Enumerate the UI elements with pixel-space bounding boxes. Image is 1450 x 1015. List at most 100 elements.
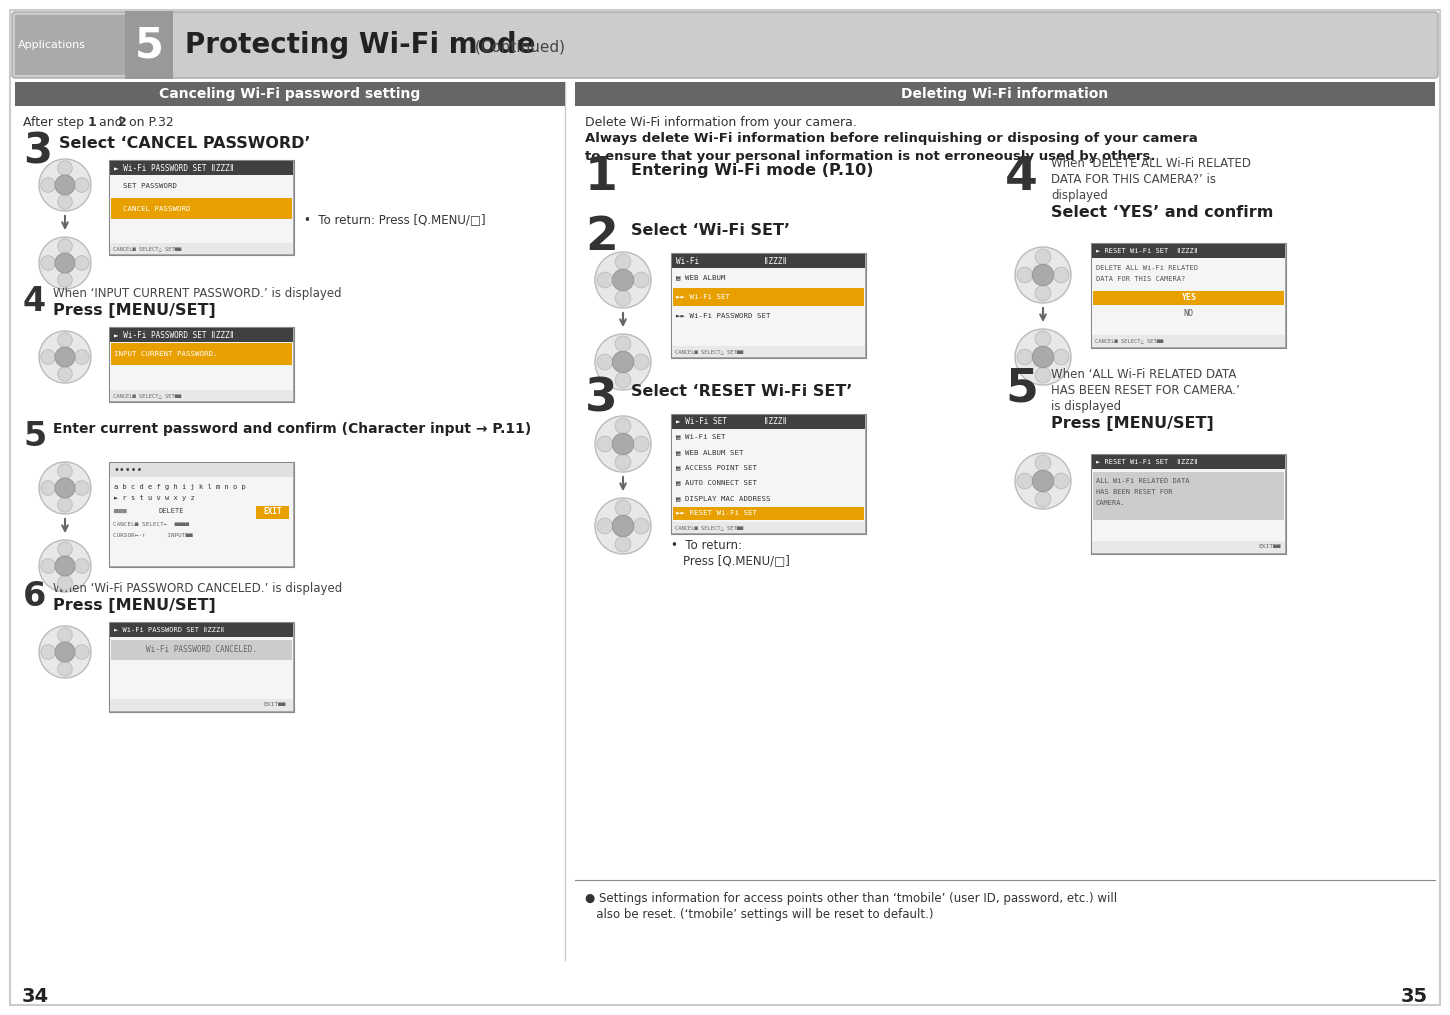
Bar (671, 346, 866, 357)
Circle shape (594, 416, 651, 472)
Bar (110, 390, 293, 401)
Text: and: and (96, 116, 126, 129)
Circle shape (1035, 249, 1051, 265)
Circle shape (1032, 470, 1054, 491)
Text: CANCEL■ SELECT△ SET■■: CANCEL■ SELECT△ SET■■ (676, 526, 744, 531)
Text: Enter current password and confirm (Character input → P.11): Enter current password and confirm (Char… (54, 422, 531, 436)
Text: Press [MENU/SET]: Press [MENU/SET] (1051, 416, 1214, 431)
Bar (110, 328, 293, 401)
Text: ▤ ACCESS POINT SET: ▤ ACCESS POINT SET (676, 464, 757, 470)
Text: ►► Wi-Fi SET: ►► Wi-Fi SET (676, 294, 729, 299)
Bar (110, 623, 293, 710)
Text: ►► RESET Wi-Fi SET: ►► RESET Wi-Fi SET (676, 511, 757, 517)
Circle shape (615, 290, 631, 307)
Text: DATA FOR THIS CAMERA?’ is: DATA FOR THIS CAMERA?’ is (1051, 173, 1217, 186)
Circle shape (634, 272, 650, 288)
Circle shape (1053, 267, 1069, 283)
Circle shape (55, 478, 75, 498)
Bar (1093, 472, 1285, 520)
Bar (673, 506, 864, 520)
Bar (110, 243, 293, 254)
Circle shape (615, 455, 631, 470)
Text: CANCEL■ SELECT←  ■■■■: CANCEL■ SELECT← ■■■■ (113, 522, 188, 527)
Circle shape (1016, 473, 1032, 489)
Circle shape (41, 645, 55, 660)
Circle shape (58, 366, 72, 382)
Circle shape (1015, 453, 1072, 509)
Circle shape (1032, 346, 1054, 367)
Circle shape (1035, 455, 1051, 471)
Text: 2: 2 (584, 215, 618, 260)
Circle shape (39, 462, 91, 514)
Bar (671, 415, 866, 429)
Circle shape (58, 497, 72, 513)
Bar (671, 414, 866, 534)
Text: CURSOR↔-↑      INPUT■■: CURSOR↔-↑ INPUT■■ (113, 533, 193, 538)
Bar (1090, 243, 1286, 348)
Circle shape (594, 498, 651, 554)
Text: ► RESET Wi-Fi SET  ǁZZZǁ: ► RESET Wi-Fi SET ǁZZZǁ (1096, 248, 1198, 254)
Circle shape (74, 481, 90, 495)
Text: 5: 5 (23, 420, 46, 453)
Text: ■■■: ■■■ (115, 508, 126, 514)
Text: CANCEL PASSWORD: CANCEL PASSWORD (115, 205, 190, 211)
Bar (671, 254, 866, 268)
Text: 1: 1 (88, 116, 97, 129)
Circle shape (1035, 331, 1051, 347)
Text: Select ‘YES’ and confirm: Select ‘YES’ and confirm (1051, 205, 1273, 220)
Circle shape (39, 540, 91, 592)
Text: ▤ AUTO CONNECT SET: ▤ AUTO CONNECT SET (676, 480, 757, 485)
Text: When ‘INPUT CURRENT PASSWORD.’ is displayed: When ‘INPUT CURRENT PASSWORD.’ is displa… (54, 287, 342, 300)
Text: EXIT: EXIT (264, 508, 283, 517)
Circle shape (634, 354, 650, 369)
Circle shape (58, 333, 72, 347)
Bar (1092, 541, 1285, 553)
Text: •••••: ••••• (115, 465, 144, 475)
Bar (112, 640, 291, 660)
Text: ▤ Wi-Fi SET: ▤ Wi-Fi SET (676, 433, 725, 439)
Bar (671, 254, 866, 357)
Circle shape (597, 354, 613, 369)
Text: on P.32: on P.32 (125, 116, 174, 129)
Circle shape (1016, 267, 1032, 283)
Text: INPUT CURRENT PASSWORD.: INPUT CURRENT PASSWORD. (115, 351, 218, 356)
Text: CANCEL■ SELECT△ SET■■: CANCEL■ SELECT△ SET■■ (676, 349, 744, 354)
Text: 1: 1 (584, 155, 618, 200)
Bar (671, 522, 866, 533)
Text: (Continued): (Continued) (470, 40, 566, 55)
Text: EXIT■■: EXIT■■ (264, 702, 286, 707)
Circle shape (615, 500, 631, 516)
Text: Press [MENU/SET]: Press [MENU/SET] (54, 598, 216, 613)
Circle shape (74, 256, 90, 270)
Text: ● Settings information for access points other than ‘tmobile’ (user ID, password: ● Settings information for access points… (584, 892, 1116, 905)
Circle shape (41, 481, 55, 495)
Text: to ensure that your personal information is not erroneously used by others.: to ensure that your personal information… (584, 150, 1156, 163)
Text: 4: 4 (23, 285, 46, 318)
Circle shape (58, 195, 72, 209)
Circle shape (612, 433, 634, 455)
Text: •  To return:: • To return: (671, 539, 742, 552)
Circle shape (615, 373, 631, 388)
Text: When ‘DELETE ALL Wi-Fi RELATED: When ‘DELETE ALL Wi-Fi RELATED (1051, 157, 1251, 170)
Bar (110, 623, 293, 637)
Bar (1092, 244, 1285, 258)
Circle shape (41, 256, 55, 270)
Circle shape (74, 350, 90, 364)
Text: NO: NO (1183, 309, 1193, 318)
Text: EXIT■■: EXIT■■ (1259, 544, 1280, 549)
Text: ► r s t u v w x y z: ► r s t u v w x y z (115, 495, 194, 501)
Bar (109, 462, 294, 567)
Circle shape (594, 334, 651, 390)
Text: Press [Q.MENU/□]: Press [Q.MENU/□] (683, 554, 790, 567)
Bar (109, 327, 294, 402)
Text: Always delete Wi-Fi information before relinquishing or disposing of your camera: Always delete Wi-Fi information before r… (584, 132, 1198, 145)
Bar (1092, 335, 1285, 347)
Text: displayed: displayed (1051, 189, 1108, 202)
Bar (110, 328, 293, 342)
Bar (110, 161, 293, 175)
Circle shape (634, 436, 650, 452)
Text: 5: 5 (1005, 366, 1038, 411)
Circle shape (615, 536, 631, 552)
Text: 34: 34 (22, 987, 49, 1006)
Text: CANCEL■ SELECT△ SET■■: CANCEL■ SELECT△ SET■■ (1095, 338, 1163, 343)
